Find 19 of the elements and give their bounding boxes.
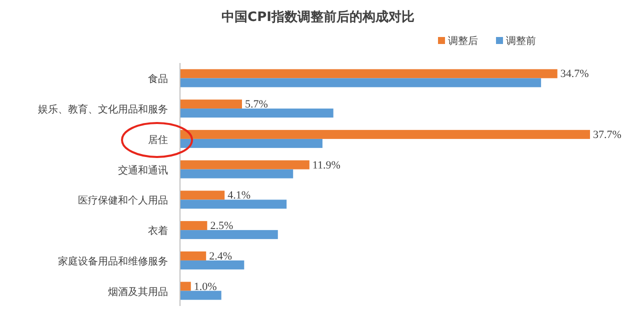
legend-label: 调整后 xyxy=(448,35,478,47)
title: 中国CPI指数调整前后的构成对比 xyxy=(222,10,414,25)
data-label: 34.7% xyxy=(560,68,589,80)
y-tick-label: 衣着 xyxy=(148,225,168,238)
y-tick-label: 交通和通讯 xyxy=(118,164,168,176)
data-label: 11.9% xyxy=(312,159,340,172)
data-label: 2.4% xyxy=(209,250,232,262)
y-tick-label: 烟酒及其用品 xyxy=(108,286,168,298)
y-tick-label: 家庭设备用品和维修服务 xyxy=(58,255,168,268)
data-label: 5.7% xyxy=(244,98,268,111)
y-tick-label: 娱乐、教育、文化用品和服务 xyxy=(38,104,168,116)
y-tick-label: 食品 xyxy=(148,73,168,86)
data-label: 4.1% xyxy=(228,190,251,202)
data-label: 2.5% xyxy=(210,220,234,232)
y-tick-label: 居住 xyxy=(148,134,168,146)
legend-label: 调整前 xyxy=(506,35,536,47)
data-label: 1.0% xyxy=(194,280,217,293)
data-label: 37.7% xyxy=(593,128,622,141)
y-tick-label: 医疗保健和个人用品 xyxy=(78,194,168,207)
